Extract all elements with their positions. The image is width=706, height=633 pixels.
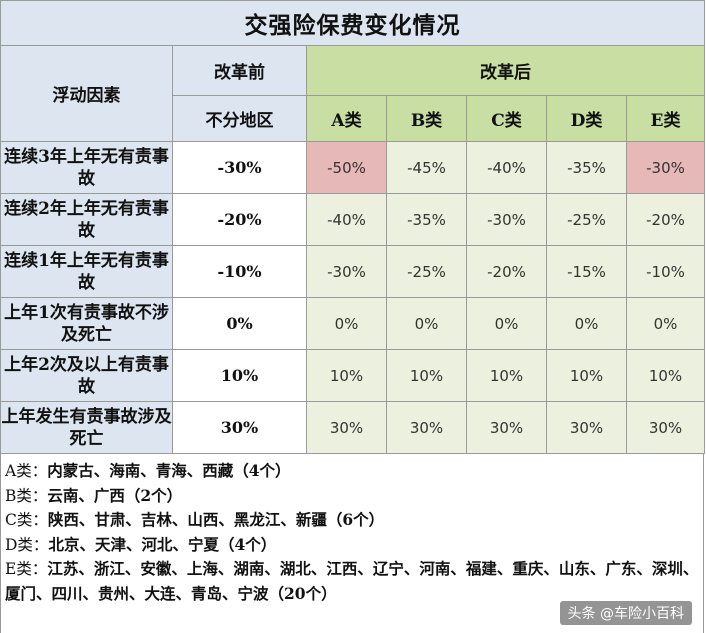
factor-cell: 连续1年上年无有责事故 bbox=[0, 245, 173, 298]
value-cell: -10% bbox=[626, 245, 705, 298]
before-cell: -10% bbox=[172, 245, 307, 298]
value-cell: -30% bbox=[306, 245, 387, 298]
value-cell: -30% bbox=[626, 141, 705, 194]
note-class-c: C类：陕西、甘肃、吉林、山西、黑龙江、新疆（6个） bbox=[5, 510, 385, 529]
value-cell: -30% bbox=[466, 193, 547, 246]
value-cell: 0% bbox=[626, 297, 705, 350]
note-class-a: A类：内蒙古、海南、青海、西藏（4个） bbox=[5, 461, 291, 480]
note-class-d: D类：北京、天津、河北、宁夏（4个） bbox=[5, 534, 277, 554]
before-cell: 0% bbox=[172, 297, 307, 350]
value-cell: 0% bbox=[386, 297, 467, 350]
table-row: 连续1年上年无有责事故 -10% -30% -25% -20% -15% -10… bbox=[0, 245, 705, 298]
table-row: 上年2次及以上有责事故 10% 10% 10% 10% 10% 10% bbox=[0, 349, 705, 402]
no-region-header: 不分地区 bbox=[172, 95, 307, 142]
before-cell: 30% bbox=[172, 401, 307, 454]
value-cell: 30% bbox=[386, 401, 467, 454]
value-cell: 30% bbox=[546, 401, 627, 454]
factor-cell: 上年2次及以上有责事故 bbox=[0, 349, 173, 402]
factor-cell: 上年发生有责事故涉及死亡 bbox=[0, 401, 173, 454]
value-cell: -50% bbox=[306, 141, 387, 194]
value-cell: -35% bbox=[386, 193, 467, 246]
value-cell: -20% bbox=[466, 245, 547, 298]
table-row: 上年1次有责事故不涉及死亡 0% 0% 0% 0% 0% 0% bbox=[0, 297, 705, 350]
value-cell: -35% bbox=[546, 141, 627, 194]
class-header-c: C类 bbox=[466, 95, 547, 142]
table-row: 连续2年上年无有责事故 -20% -40% -35% -30% -25% -20… bbox=[0, 193, 705, 246]
value-cell: 30% bbox=[306, 401, 387, 454]
class-header-b: B类 bbox=[386, 95, 467, 142]
table-row: 连续3年上年无有责事故 -30% -50% -45% -40% -35% -30… bbox=[0, 141, 705, 194]
before-cell: -30% bbox=[172, 141, 307, 194]
value-cell: 10% bbox=[626, 349, 705, 402]
factor-cell: 连续3年上年无有责事故 bbox=[0, 141, 173, 194]
after-header: 改革后 bbox=[306, 45, 705, 96]
value-cell: -25% bbox=[546, 193, 627, 246]
watermark: 头条 @车险小百科 bbox=[559, 601, 692, 625]
note-class-b: B类：云南、广西（2个） bbox=[5, 485, 183, 505]
value-cell: -15% bbox=[546, 245, 627, 298]
region-notes: A类：内蒙古、海南、青海、西藏（4个） B类：云南、广西（2个） C类：陕西、甘… bbox=[0, 453, 704, 633]
before-header: 改革前 bbox=[172, 45, 307, 96]
class-header-a: A类 bbox=[306, 95, 387, 142]
factor-cell: 上年1次有责事故不涉及死亡 bbox=[0, 297, 173, 350]
before-cell: 10% bbox=[172, 349, 307, 402]
note-class-e: E类：江苏、浙江、安徽、上海、湖南、湖北、江西、辽宁、河南、福建、重庆、山东、广… bbox=[5, 559, 699, 603]
before-cell: -20% bbox=[172, 193, 307, 246]
class-header-e: E类 bbox=[626, 95, 705, 142]
class-header-d: D类 bbox=[546, 95, 627, 142]
table-row: 上年发生有责事故涉及死亡 30% 30% 30% 30% 30% 30% bbox=[0, 401, 705, 454]
factor-cell: 连续2年上年无有责事故 bbox=[0, 193, 173, 246]
value-cell: 10% bbox=[466, 349, 547, 402]
value-cell: 10% bbox=[546, 349, 627, 402]
value-cell: 30% bbox=[466, 401, 547, 454]
value-cell: 0% bbox=[466, 297, 547, 350]
value-cell: -25% bbox=[386, 245, 467, 298]
value-cell: 0% bbox=[306, 297, 387, 350]
premium-table: 交强险保费变化情况 浮动因素 改革前 改革后 不分地区 A类 B类 C类 D类 … bbox=[0, 0, 705, 454]
value-cell: -45% bbox=[386, 141, 467, 194]
value-cell: 10% bbox=[386, 349, 467, 402]
value-cell: -40% bbox=[306, 193, 387, 246]
factor-header: 浮动因素 bbox=[0, 45, 173, 142]
value-cell: 0% bbox=[546, 297, 627, 350]
page-title: 交强险保费变化情况 bbox=[0, 0, 705, 46]
value-cell: -20% bbox=[626, 193, 705, 246]
value-cell: 30% bbox=[626, 401, 705, 454]
value-cell: 10% bbox=[306, 349, 387, 402]
value-cell: -40% bbox=[466, 141, 547, 194]
